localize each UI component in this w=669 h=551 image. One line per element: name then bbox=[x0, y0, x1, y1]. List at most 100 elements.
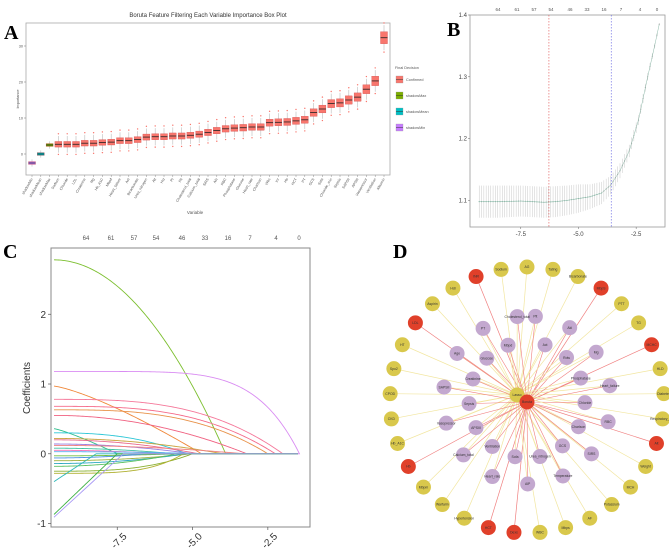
outlier bbox=[172, 145, 174, 148]
edge bbox=[516, 269, 554, 396]
outlier bbox=[286, 132, 288, 134]
x-tick-label: LDL bbox=[71, 177, 78, 185]
node-label: AG bbox=[525, 265, 530, 269]
outlier bbox=[145, 146, 148, 149]
edge bbox=[516, 377, 581, 396]
node-SIRS bbox=[583, 446, 599, 462]
y-tick-label: 2 bbox=[40, 310, 46, 321]
node-PTT bbox=[614, 296, 630, 312]
x-tick-label: Mg bbox=[90, 178, 96, 184]
node-label: Glucose bbox=[481, 356, 494, 360]
outlier bbox=[312, 100, 315, 102]
node-RBC bbox=[600, 414, 616, 430]
node-Phosphatase bbox=[573, 370, 589, 386]
edge bbox=[463, 394, 518, 456]
x-tick-label: HCT bbox=[291, 177, 299, 186]
top-tick-label: 16 bbox=[225, 236, 232, 242]
node-Aki bbox=[562, 320, 578, 336]
outlier bbox=[233, 116, 236, 118]
node-Chloride bbox=[577, 395, 593, 411]
node-Heart_rate bbox=[484, 469, 500, 485]
edge bbox=[526, 357, 567, 403]
node-label: Creatinine bbox=[465, 377, 481, 381]
outlier bbox=[233, 138, 236, 140]
node-Dexs bbox=[506, 524, 522, 540]
outlier bbox=[330, 90, 332, 93]
outlier bbox=[216, 118, 218, 121]
panel-label-c: C bbox=[3, 241, 17, 263]
node-Hypertension bbox=[456, 510, 472, 526]
outlier bbox=[189, 123, 192, 126]
x-tick-label: Aki bbox=[213, 177, 219, 183]
top-tick-label: 7 bbox=[248, 236, 252, 242]
node-label: Hb_A1C bbox=[391, 442, 404, 446]
coefficient-path bbox=[54, 453, 298, 474]
coefficient-path bbox=[53, 453, 298, 518]
edge bbox=[526, 401, 541, 457]
node-Potassium bbox=[604, 497, 620, 513]
x-tick-label: APSIII bbox=[351, 177, 360, 188]
node-label: Charlson bbox=[572, 425, 586, 429]
lasso-cv-plot: 1.1 1.2 1.3 1.4 -7.5 -5.0 -2.5 64 61 57 54 46 33 16 7 4… bbox=[459, 7, 666, 238]
node-MCHC bbox=[644, 337, 660, 353]
outlier bbox=[75, 153, 77, 156]
x-tick-label: -7.5 bbox=[516, 232, 527, 238]
node-label: Sofa bbox=[512, 455, 519, 459]
coefficient-path bbox=[54, 259, 298, 455]
outlier bbox=[189, 145, 192, 147]
legend-label-shadowMean: shadowMean bbox=[406, 110, 429, 114]
x-tick-label: Hct bbox=[160, 177, 166, 184]
top-tick-label: 33 bbox=[202, 236, 209, 242]
outlier bbox=[180, 145, 183, 148]
y-tick-label: 0 bbox=[21, 152, 23, 156]
outlier bbox=[374, 67, 376, 69]
edge bbox=[526, 344, 546, 403]
node-Boruta bbox=[519, 394, 535, 410]
outlier bbox=[75, 133, 77, 135]
edge bbox=[452, 287, 518, 396]
outlier bbox=[224, 138, 227, 141]
coefficient-path bbox=[54, 371, 301, 455]
edge bbox=[526, 401, 579, 428]
node-Sofa bbox=[507, 449, 523, 465]
x-tick-label: Alt bbox=[152, 178, 158, 184]
edge bbox=[516, 385, 610, 396]
top-tick-label: 61 bbox=[108, 236, 115, 242]
outlier bbox=[154, 146, 156, 148]
outlier bbox=[242, 115, 244, 118]
node-HLD bbox=[652, 361, 668, 377]
outlier bbox=[348, 87, 350, 89]
edge bbox=[475, 401, 528, 428]
node-label: Tating bbox=[548, 268, 557, 272]
coefficient-path bbox=[54, 453, 298, 457]
top-tick-label: 57 bbox=[131, 236, 138, 242]
node-Calcium_total bbox=[455, 447, 471, 463]
feature-network: AG Tating Bicarbonate MbpS PTT TG MCHC HLD Diabe… bbox=[382, 259, 669, 540]
outlier bbox=[304, 130, 306, 132]
node-MbpS bbox=[593, 280, 609, 296]
node-label: Calcium_total bbox=[453, 453, 474, 457]
top-tick-label: 0 bbox=[656, 7, 659, 12]
y-tick-label: 20 bbox=[19, 80, 23, 84]
node-label: Aspirin bbox=[427, 302, 437, 306]
edge bbox=[526, 327, 570, 403]
coefficient-path bbox=[53, 385, 298, 455]
panel-label-b: B bbox=[447, 19, 460, 41]
edge bbox=[516, 322, 639, 396]
node-Glucose bbox=[479, 350, 495, 366]
coefficient-path bbox=[53, 453, 298, 483]
node-label: AF bbox=[588, 516, 592, 520]
edge bbox=[463, 401, 528, 456]
edge bbox=[526, 352, 597, 403]
coefficient-path bbox=[53, 453, 298, 515]
node-Creatinine bbox=[465, 371, 481, 387]
node-Charlson bbox=[570, 419, 586, 435]
coefficient-path bbox=[54, 405, 298, 455]
node-Hb bbox=[400, 459, 416, 474]
edge bbox=[492, 401, 528, 447]
outlier bbox=[207, 142, 209, 144]
coefficient-path bbox=[54, 451, 298, 455]
top-tick-label: 16 bbox=[601, 7, 607, 12]
node-label: Cholesterol_total bbox=[504, 315, 530, 319]
